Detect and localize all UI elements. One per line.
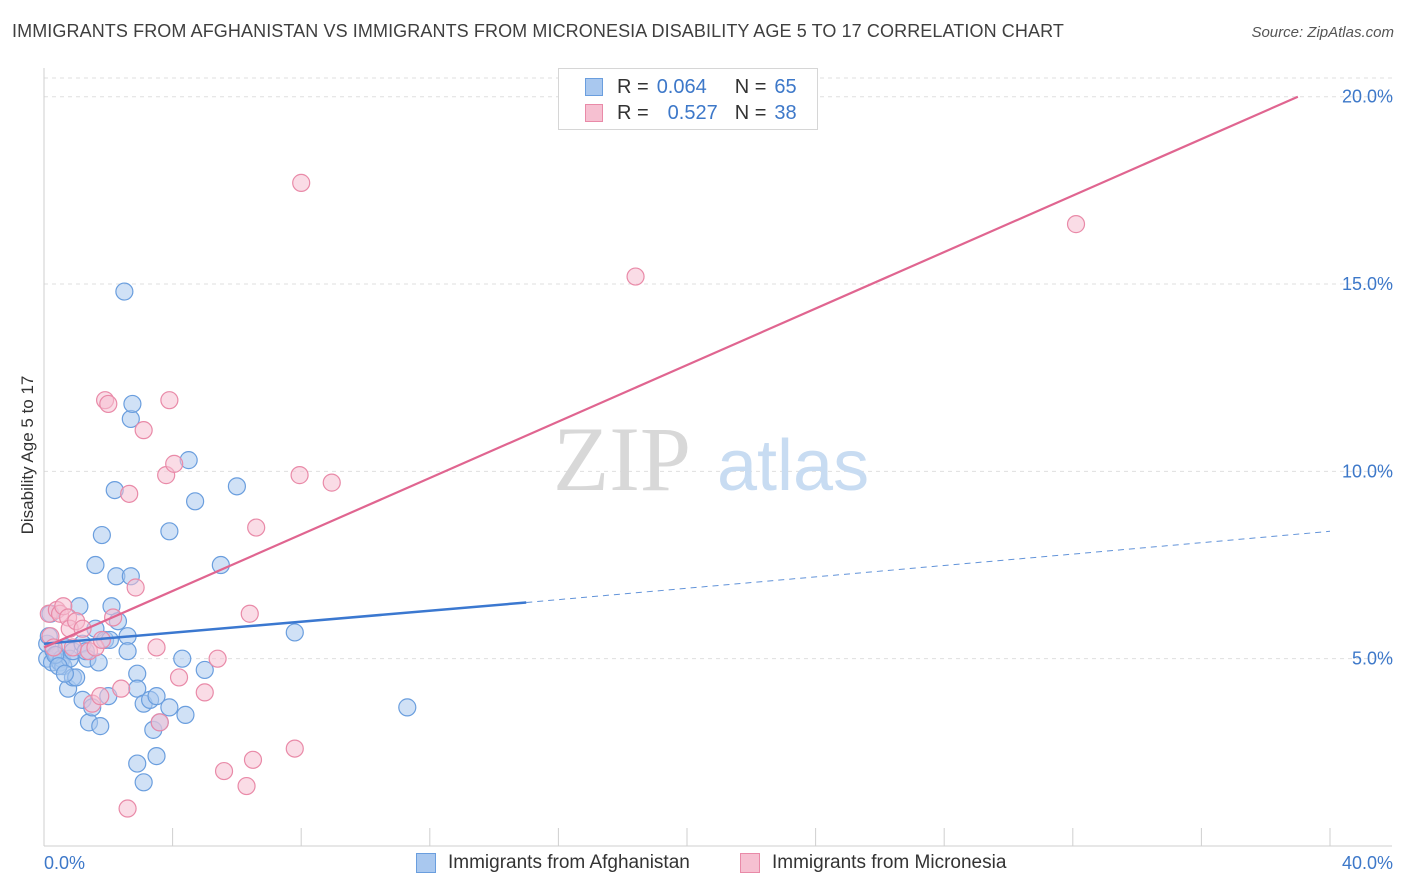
chart-title: IMMIGRANTS FROM AFGHANISTAN VS IMMIGRANT… (12, 21, 1064, 41)
data-point-micronesia (322, 473, 341, 492)
data-point-micronesia (247, 518, 266, 537)
legend-r-value: 0.527 (667, 101, 718, 124)
legend-row-micronesia: R = 0.527 N = 38 (585, 101, 797, 125)
data-point-micronesia (160, 391, 179, 410)
data-point-afghanistan (186, 492, 205, 511)
data-point-micronesia (292, 173, 311, 192)
data-point-micronesia (290, 466, 309, 485)
legend-n-label: N = (734, 75, 767, 98)
data-point-micronesia (1066, 215, 1086, 234)
bottom-legend-label: Immigrants from Micronesia (772, 852, 1007, 873)
watermark-zip: ZIP (553, 408, 691, 510)
legend-r-label: R = (617, 75, 649, 98)
x-tick-label: 40.0% (1342, 853, 1393, 873)
data-point-afghanistan (227, 477, 246, 496)
data-point-micronesia (120, 484, 139, 503)
data-point-micronesia (285, 739, 304, 758)
bottom-legend-swatch-pink (740, 853, 760, 873)
data-point-micronesia (91, 687, 110, 706)
legend-row-afghanistan: R = 0.064 N = 65 (585, 75, 797, 99)
data-point-afghanistan (398, 698, 417, 717)
data-point-micronesia (626, 267, 645, 286)
y-tick-label: 5.0% (1352, 649, 1393, 669)
data-point-afghanistan (285, 623, 304, 642)
legend-n-label: N = (734, 101, 767, 124)
bottom-legend-label: Immigrants from Afghanistan (448, 852, 690, 873)
data-point-micronesia (99, 394, 118, 414)
y-tick-label: 15.0% (1342, 274, 1393, 294)
data-point-afghanistan (55, 664, 74, 683)
data-point-afghanistan (118, 642, 137, 661)
data-point-micronesia (214, 761, 234, 781)
legend-r-label: R = (617, 101, 649, 124)
legend-n-value: 65 (774, 75, 797, 98)
data-point-micronesia (165, 454, 184, 473)
trendline-afghanistan-extension (526, 530, 1331, 603)
data-point-afghanistan (176, 705, 195, 724)
data-point-micronesia (112, 679, 131, 698)
data-point-micronesia (195, 683, 214, 702)
data-point-micronesia (240, 604, 259, 623)
bottom-legend-swatch-blue (416, 853, 436, 873)
data-point-afghanistan (115, 282, 134, 301)
watermark-atlas: atlas (717, 426, 869, 506)
axes (43, 68, 1392, 847)
bottom-legend-micronesia: Immigrants from Micronesia (740, 852, 1006, 874)
series-micronesia-points (39, 173, 1086, 818)
data-point-micronesia (243, 750, 263, 769)
data-point-afghanistan (134, 773, 153, 792)
data-point-micronesia (126, 578, 145, 597)
bottom-legend-afghanistan: Immigrants from Afghanistan (416, 852, 690, 874)
data-point-afghanistan (128, 754, 147, 773)
source-label: Source: ZipAtlas.com (1251, 24, 1394, 41)
tick-labels: 5.0% 10.0% 15.0% 20.0% 0.0% 40.0% (44, 87, 1393, 873)
y-axis-label: Disability Age 5 to 17 (18, 375, 37, 535)
legend-r-value: 0.064 (656, 75, 707, 98)
series-afghanistan-points (38, 282, 417, 792)
gridlines (44, 77, 1392, 660)
data-point-micronesia (169, 668, 189, 687)
data-point-micronesia (134, 421, 153, 440)
data-point-micronesia (147, 638, 166, 657)
data-point-micronesia (150, 713, 169, 732)
watermark: ZIP atlas (553, 408, 869, 510)
data-point-afghanistan (173, 649, 192, 668)
data-point-afghanistan (195, 660, 214, 680)
data-point-afghanistan (147, 687, 166, 706)
data-point-afghanistan (91, 717, 110, 736)
legend-swatch-blue (585, 78, 603, 96)
trendline-afghanistan (43, 601, 527, 645)
data-point-afghanistan (86, 555, 105, 575)
data-point-afghanistan (160, 522, 179, 541)
legend-n-value: 38 (774, 101, 797, 124)
data-point-micronesia (208, 649, 227, 668)
correlation-legend: R = 0.064 N = 65 R = 0.527 N = 38 (558, 68, 818, 130)
y-tick-label: 10.0% (1342, 461, 1393, 481)
x-tick-label: 0.0% (44, 853, 85, 873)
data-point-micronesia (237, 776, 256, 796)
data-point-afghanistan (123, 394, 142, 414)
legend-swatch-pink (585, 104, 603, 122)
data-point-afghanistan (147, 746, 166, 766)
data-point-afghanistan (160, 698, 179, 717)
data-point-afghanistan (92, 525, 111, 545)
data-point-micronesia (118, 799, 137, 818)
trendlines (43, 95, 1331, 649)
trendline-micronesia (43, 95, 1299, 649)
y-tick-label: 20.0% (1342, 87, 1393, 107)
